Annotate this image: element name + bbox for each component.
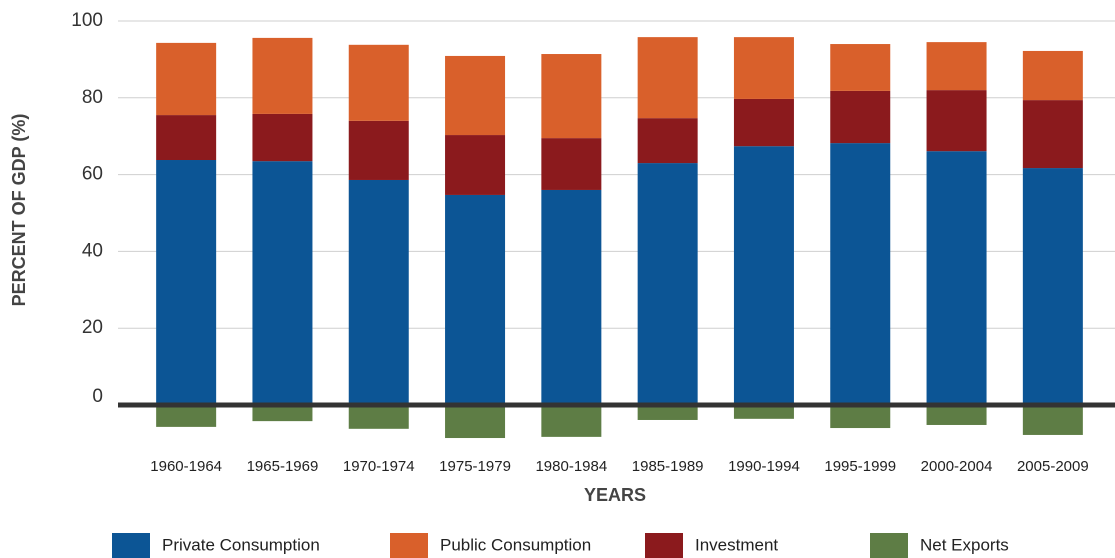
bar-segment [156, 115, 217, 161]
bar-segment [926, 42, 987, 91]
bar-segment [445, 405, 506, 439]
bar-segment [733, 146, 794, 405]
bar-segment [926, 151, 987, 405]
bar-segment [348, 44, 409, 121]
x-tick-label: 2000-2004 [921, 458, 993, 475]
bar-segment [1022, 100, 1083, 169]
legend-label: Investment [695, 535, 778, 554]
x-tick-label: 1995-1999 [824, 458, 896, 475]
bar-segment [252, 113, 313, 162]
bar-segment [1022, 50, 1083, 101]
x-tick-label: 1990-1994 [728, 458, 800, 475]
bar-segment [830, 44, 891, 91]
bar-segment [541, 54, 602, 139]
bar-segment [926, 90, 987, 152]
bar-segment [637, 163, 698, 405]
x-tick-label: 1985-1989 [632, 458, 704, 475]
y-tick-label: 60 [82, 164, 103, 185]
x-axis-title: YEARS [584, 485, 646, 505]
bar-segment [252, 37, 313, 114]
legend-label: Net Exports [920, 535, 1009, 554]
bar-segment [445, 55, 506, 136]
y-axis-title: PERCENT OF GDP (%) [9, 114, 29, 307]
bar-segment [252, 405, 313, 422]
legend-swatch [645, 533, 683, 558]
x-tick-label: 1975-1979 [439, 458, 511, 475]
x-tick-label: 1970-1974 [343, 458, 415, 475]
bar-segment [830, 90, 891, 144]
bar-segment [1022, 168, 1083, 405]
bar-segment [156, 160, 217, 405]
legend-swatch [390, 533, 428, 558]
legend-label: Public Consumption [440, 535, 591, 554]
bar-segment [733, 98, 794, 147]
bar-segment [445, 194, 506, 405]
y-tick-label: 100 [71, 10, 103, 31]
legend-swatch [870, 533, 908, 558]
x-tick-label: 1980-1984 [535, 458, 607, 475]
bar-segment [637, 405, 698, 420]
bar-segment [541, 138, 602, 190]
bar-segment [926, 405, 987, 425]
bar-segment [733, 405, 794, 419]
bar-segment [541, 405, 602, 437]
bar-segment [637, 37, 698, 119]
y-tick-label: 80 [82, 87, 103, 108]
bar-segment [445, 135, 506, 195]
bar-segment [348, 179, 409, 405]
bar-segment [733, 37, 794, 99]
x-tick-label: 2005-2009 [1017, 458, 1089, 475]
bar-segment [830, 405, 891, 429]
bar-segment [1022, 405, 1083, 435]
bar-segment [541, 189, 602, 405]
bar-segment [348, 405, 409, 429]
legend-swatch [112, 533, 150, 558]
bar-segment [830, 143, 891, 405]
x-tick-label: 1960-1964 [150, 458, 222, 475]
bar-segment [156, 42, 217, 116]
x-tick-label: 1965-1969 [247, 458, 319, 475]
y-tick-label: 20 [82, 317, 103, 338]
bar-segment [252, 161, 313, 405]
y-tick-label: 0 [92, 386, 103, 407]
bar-segment [156, 405, 217, 427]
bar-segment [637, 118, 698, 164]
y-tick-label: 40 [82, 240, 103, 261]
bar-segment [348, 120, 409, 180]
legend-label: Private Consumption [162, 535, 320, 554]
